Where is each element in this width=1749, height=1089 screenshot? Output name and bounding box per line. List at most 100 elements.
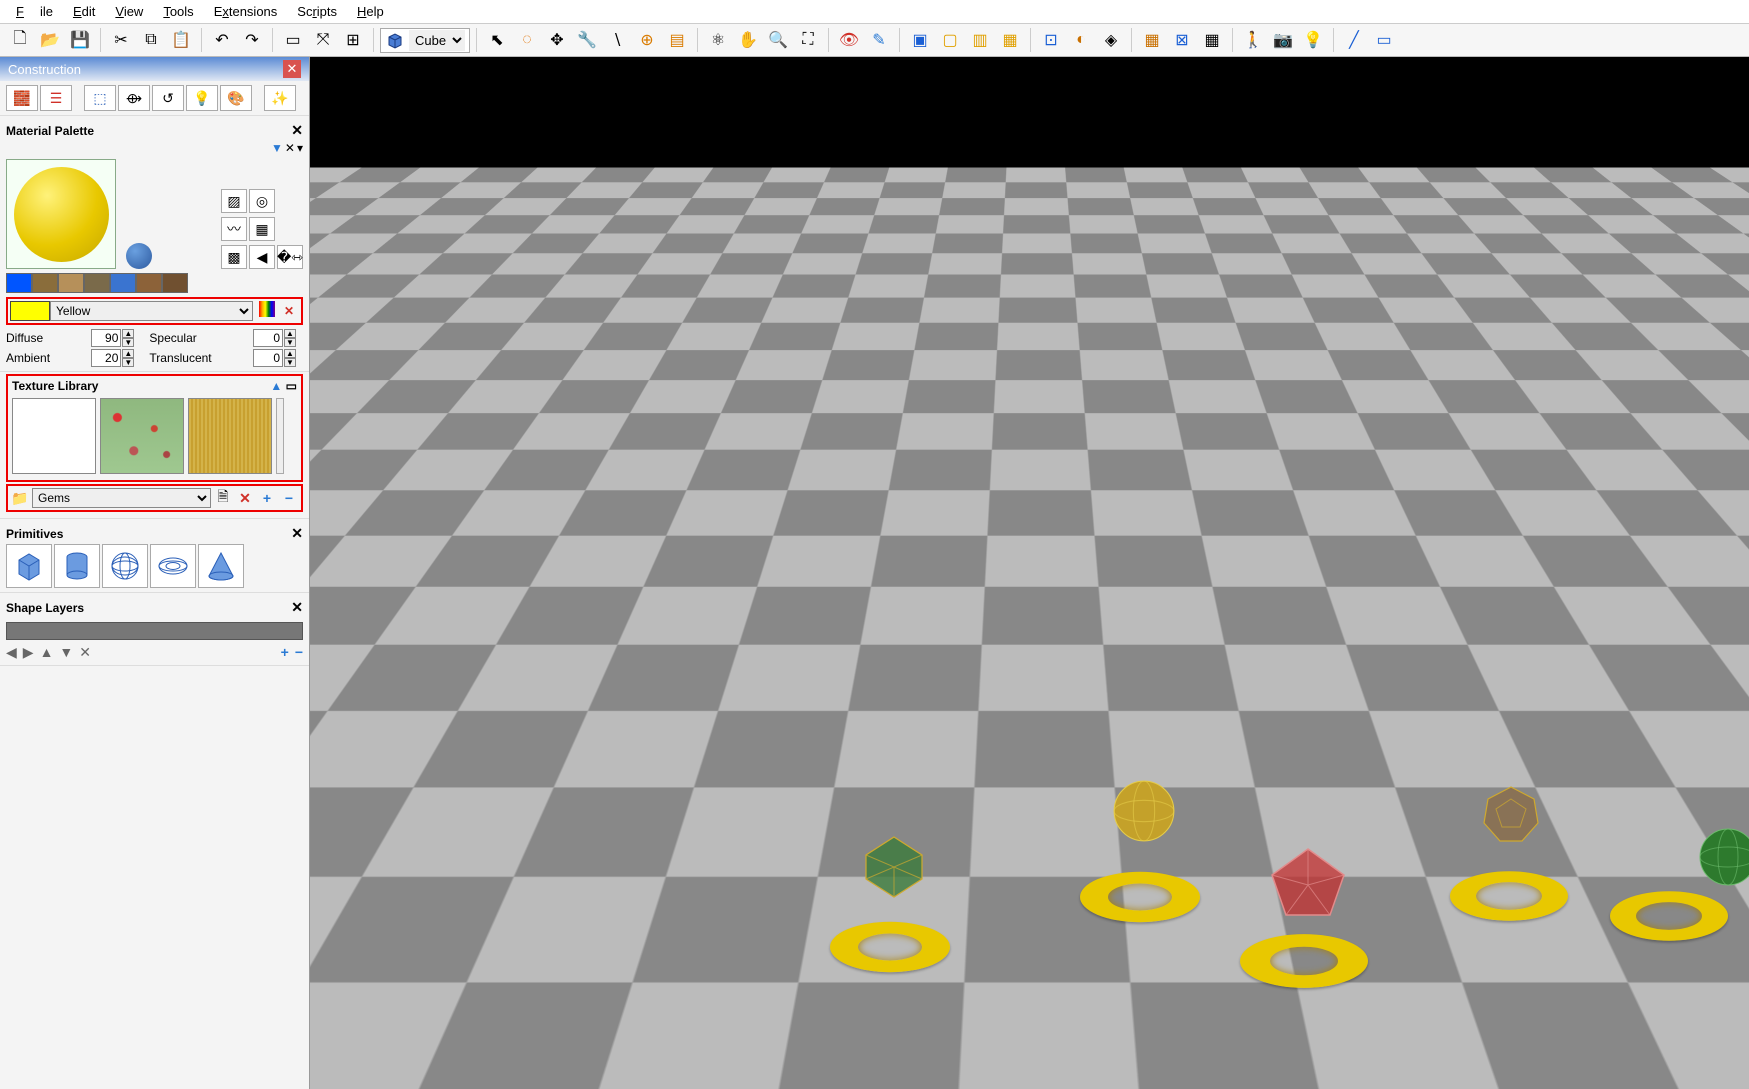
diffuse-input[interactable] — [91, 329, 121, 347]
category-dropdown[interactable]: Gems — [32, 488, 211, 508]
diffuse-spinner[interactable]: ▲▼ — [91, 329, 141, 347]
group-icon[interactable]: ⊞ — [339, 26, 367, 54]
paste-icon[interactable]: 📋 — [167, 26, 195, 54]
rect-icon[interactable]: ▭ — [1370, 26, 1398, 54]
mat-mirror-icon[interactable]: �⇿ — [277, 245, 303, 269]
swatch[interactable] — [6, 273, 32, 293]
tool-lathe-icon[interactable]: ↺ — [152, 85, 184, 111]
select-icon[interactable]: ▭ — [279, 26, 307, 54]
shape-selector[interactable]: Cube — [380, 28, 470, 53]
mat-delete-icon[interactable]: ✕ — [285, 141, 295, 155]
tool-bulb-icon[interactable]: 💡 — [186, 85, 218, 111]
panel-close-button[interactable]: ✕ — [283, 60, 301, 78]
tool-extrude-icon[interactable]: ⟴ — [118, 85, 150, 111]
category-icon[interactable]: 📁 — [10, 488, 30, 508]
menu-view[interactable]: View — [107, 2, 151, 21]
knife-icon[interactable]: ∖ — [603, 26, 631, 54]
category-add-icon[interactable]: + — [257, 488, 277, 508]
render-icon[interactable]: ▦ — [1138, 26, 1166, 54]
filter-icon[interactable]: ▼ — [271, 141, 283, 155]
tool-wand-icon[interactable]: ✨ — [264, 85, 296, 111]
shape-layers-close[interactable]: ✕ — [291, 599, 303, 616]
tool-bars-icon[interactable]: ☰ — [40, 85, 72, 111]
eye-icon[interactable]: 👁 — [835, 26, 863, 54]
category-new-icon[interactable]: 🗎 — [213, 488, 233, 508]
up-arrow-icon[interactable]: ▲ — [284, 349, 296, 358]
tool-cube-icon[interactable]: ⬚ — [84, 85, 116, 111]
save-file-icon[interactable]: 💾 — [66, 26, 94, 54]
primitive-cone[interactable] — [198, 544, 244, 588]
menu-tools[interactable]: Tools — [155, 2, 201, 21]
layer-up-icon[interactable]: ▲ — [40, 644, 54, 661]
wireframe-icon[interactable]: ⊡ — [1037, 26, 1065, 54]
move-icon[interactable]: ✥ — [543, 26, 571, 54]
pointer-icon[interactable]: ⬉ — [483, 26, 511, 54]
open-file-icon[interactable]: 📂 — [36, 26, 64, 54]
up-arrow-icon[interactable]: ▲ — [284, 329, 296, 338]
layer-list[interactable] — [6, 622, 303, 640]
swatch[interactable] — [162, 273, 188, 293]
up-arrow-icon[interactable]: ▲ — [122, 349, 134, 358]
sel-face-icon[interactable]: ▥ — [966, 26, 994, 54]
new-file-icon[interactable]: 🗋 — [6, 26, 34, 54]
mat-wave-icon[interactable]: 〰 — [221, 217, 247, 241]
layer-add-icon[interactable]: + — [281, 644, 289, 661]
specular-spinner[interactable]: ▲▼ — [253, 329, 303, 347]
target-icon[interactable]: ⊕ — [633, 26, 661, 54]
fit-icon[interactable]: ⛶ — [794, 26, 822, 54]
copy-icon[interactable]: ⧉ — [137, 26, 165, 54]
shape-dropdown[interactable]: Cube — [409, 30, 465, 51]
sel-vertex-icon[interactable]: ▣ — [906, 26, 934, 54]
swatch[interactable] — [110, 273, 136, 293]
swatch[interactable] — [32, 273, 58, 293]
menu-edit[interactable]: Edit — [65, 2, 103, 21]
layer-del-icon[interactable]: ✕ — [79, 644, 91, 661]
textured-icon[interactable]: ◈ — [1097, 26, 1125, 54]
lasso-icon[interactable]: ◌ — [513, 26, 541, 54]
camera-icon[interactable]: 📷 — [1269, 26, 1297, 54]
tool-palette-icon[interactable]: 🎨 — [220, 85, 252, 111]
texture-thumb-blank[interactable] — [12, 398, 96, 474]
color-palette-icon[interactable] — [259, 301, 275, 317]
light-icon[interactable]: ⊠ — [1168, 26, 1196, 54]
mat-hatch-icon[interactable]: ▨ — [221, 189, 247, 213]
translucent-input[interactable] — [253, 349, 283, 367]
category-del-icon[interactable]: ✕ — [235, 488, 255, 508]
person-icon[interactable]: 🚶 — [1239, 26, 1267, 54]
pen-icon[interactable]: ✎ — [865, 26, 893, 54]
texlib-up-icon[interactable]: ▲ — [270, 379, 282, 393]
sel-edge-icon[interactable]: ▢ — [936, 26, 964, 54]
ambient-spinner[interactable]: ▲▼ — [91, 349, 141, 367]
swatch[interactable] — [136, 273, 162, 293]
texlib-scrollbar[interactable] — [276, 398, 284, 474]
category-remove-icon[interactable]: − — [279, 488, 299, 508]
color-dropdown[interactable]: Yellow — [50, 301, 253, 321]
texture-thumb-floral[interactable] — [100, 398, 184, 474]
viewport-3d[interactable] — [310, 57, 1749, 1089]
redo-icon[interactable]: ↷ — [238, 26, 266, 54]
down-arrow-icon[interactable]: ▼ — [284, 338, 296, 347]
bulb-icon[interactable]: 💡 — [1299, 26, 1327, 54]
shaded-icon[interactable]: ◐ — [1067, 26, 1095, 54]
hand-icon[interactable]: ✋ — [734, 26, 762, 54]
primitive-cylinder[interactable] — [54, 544, 100, 588]
menu-help[interactable]: Help — [349, 2, 392, 21]
mat-rings-icon[interactable]: ◎ — [249, 189, 275, 213]
primitive-cube[interactable] — [6, 544, 52, 588]
material-secondary-sphere[interactable] — [126, 243, 152, 269]
atom-icon[interactable]: ⚛ — [704, 26, 732, 54]
menu-extensions[interactable]: Extensions — [206, 2, 286, 21]
zoom-icon[interactable]: 🔍 — [764, 26, 792, 54]
material-preview[interactable] — [6, 159, 116, 269]
mat-dropdown-icon[interactable]: ▾ — [297, 141, 303, 155]
down-arrow-icon[interactable]: ▼ — [284, 358, 296, 367]
primitives-close[interactable]: ✕ — [291, 525, 303, 542]
layers-icon[interactable]: ▤ — [663, 26, 691, 54]
transform-icon[interactable]: ⤧ — [309, 26, 337, 54]
primitive-sphere[interactable] — [102, 544, 148, 588]
swatch[interactable] — [84, 273, 110, 293]
undo-icon[interactable]: ↶ — [208, 26, 236, 54]
primitive-torus[interactable] — [150, 544, 196, 588]
up-arrow-icon[interactable]: ▲ — [122, 329, 134, 338]
material-palette-close[interactable]: ✕ — [291, 122, 303, 139]
